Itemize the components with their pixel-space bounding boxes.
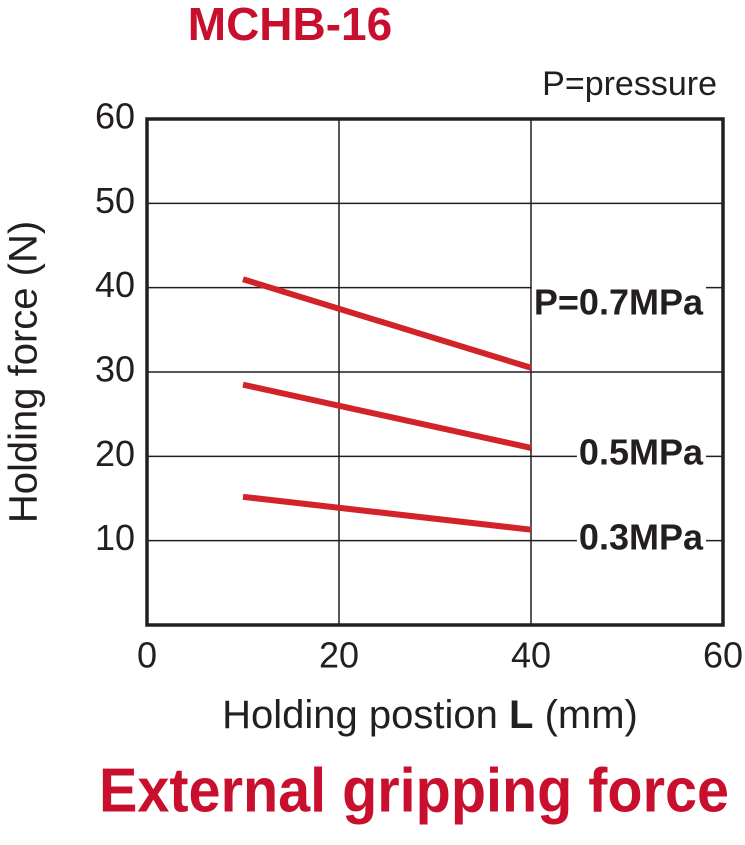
- y-tick-label: 60: [95, 96, 135, 137]
- y-tick-label: 30: [95, 349, 135, 390]
- series-label: 0.3MPa: [579, 517, 704, 558]
- y-tick-label: 10: [95, 517, 135, 558]
- x-axis-label: Holding postion L (mm): [222, 693, 638, 737]
- y-tick-label: 20: [95, 433, 135, 474]
- annotation: P=pressure: [542, 65, 717, 103]
- x-tick-label: 0: [137, 635, 157, 676]
- plot-frame: [145, 117, 725, 627]
- y-tick-label: 40: [95, 264, 135, 305]
- x-axis-label-unit: (mm): [545, 693, 638, 737]
- series-label: 0.5MPa: [579, 432, 704, 473]
- x-tick-label: 40: [511, 635, 551, 676]
- series-label-bg: [576, 516, 706, 558]
- y-tick-label: 50: [95, 180, 135, 221]
- series-label-bg: [576, 431, 706, 473]
- x-tick-label: 60: [703, 635, 743, 676]
- series-label: P=0.7MPa: [534, 282, 704, 323]
- series-label-bg: [531, 281, 706, 323]
- x-axis-label-text: Holding postion: [222, 693, 498, 737]
- chart-title: MCHB-16: [188, 0, 392, 50]
- x-axis-label-symbol: L: [509, 693, 533, 737]
- x-tick-label: 20: [319, 635, 359, 676]
- y-axis-label: Holding force (N): [2, 221, 46, 523]
- series-line: [242, 381, 532, 451]
- chart-subtitle: External gripping force: [99, 756, 729, 825]
- series-line: [242, 493, 532, 533]
- series-line: [242, 276, 532, 371]
